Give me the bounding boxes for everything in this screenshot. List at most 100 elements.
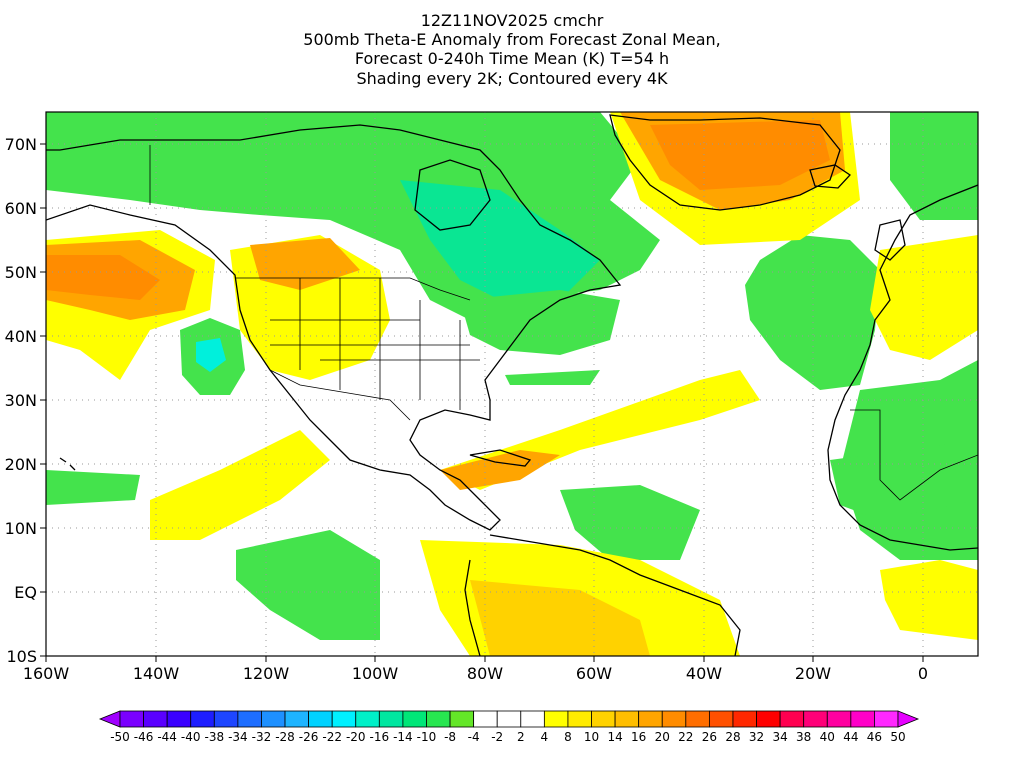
lat-label-10s: 10S xyxy=(6,647,37,666)
colorbar-swatch xyxy=(449,710,475,728)
title-line-2: 500mb Theta-E Anomaly from Forecast Zona… xyxy=(303,30,721,49)
colorbar-swatch xyxy=(355,710,380,728)
shade-green-west-pacific xyxy=(46,470,140,505)
colorbar-swatch xyxy=(237,710,262,728)
colorbar-tick-label: 10 xyxy=(584,730,599,744)
lat-lon-grid xyxy=(46,112,978,656)
shade-darkorange-greenland xyxy=(650,120,830,190)
colorbar-swatch xyxy=(496,710,522,728)
colorbar-tick-label: -32 xyxy=(252,730,272,744)
title-line-4: Shading every 2K; Contoured every 4K xyxy=(356,69,668,88)
colorbar-tick-label: -38 xyxy=(204,730,224,744)
lon-label-20w: 20W xyxy=(795,664,831,683)
lat-label-30n: 30N xyxy=(5,391,37,410)
colorbar-tick-label: -2 xyxy=(491,730,503,744)
colorbar-swatch xyxy=(779,710,805,728)
lon-label-120w: 120W xyxy=(243,664,290,683)
colorbar-tick-label: 50 xyxy=(890,730,905,744)
shade-green-tropical-pacific xyxy=(236,530,380,640)
lat-label-60n: 60N xyxy=(5,199,37,218)
colorbar-tick-label: -50 xyxy=(110,730,130,744)
colorbar-swatch xyxy=(473,710,498,728)
europe-africa-coast xyxy=(827,184,978,551)
lat-label-50n: 50N xyxy=(5,263,37,282)
shade-green-gulf xyxy=(505,370,600,385)
colorbar-swatch xyxy=(850,710,875,728)
shade-orange-western-us xyxy=(250,238,360,290)
colorbar-tick-label: -40 xyxy=(181,730,201,744)
shade-green-east-coast xyxy=(460,290,620,355)
colorbar-swatch xyxy=(308,710,333,728)
colorbar-tick-label: 40 xyxy=(820,730,835,744)
lat-labels: 70N 60N 50N 40N 30N 20N 10N EQ 10S xyxy=(5,135,37,666)
colorbar-arrow-right xyxy=(897,710,920,728)
lon-label-140w: 140W xyxy=(133,664,180,683)
colorbar-swatch xyxy=(378,710,404,728)
colorbar-tick-label: -34 xyxy=(228,730,248,744)
shade-gold-south-america xyxy=(470,580,650,656)
colorbar-swatch xyxy=(874,710,899,728)
colorbar-labels: -50 -46 -44 -40 -38 -34 -32 -28 -26 -22 -20 -16 -14-… xyxy=(110,730,905,744)
colorbar-tick-label: -14 xyxy=(393,730,413,744)
colorbar-tick-label: 44 xyxy=(843,730,858,744)
colorbar-swatch xyxy=(166,710,192,728)
greenland-coast xyxy=(609,114,841,211)
hudson-bay-coast xyxy=(414,159,491,231)
colorbar-tick-label: -46 xyxy=(134,730,154,744)
colorbar-tick-label: 16 xyxy=(631,730,646,744)
lat-label-40n: 40N xyxy=(5,327,37,346)
colorbar-tick-label: -28 xyxy=(275,730,295,744)
coastlines xyxy=(46,114,978,656)
cuba-coast xyxy=(469,449,532,467)
south-america-coast xyxy=(464,534,741,656)
lon-label-60w: 60W xyxy=(576,664,612,683)
colorbar-swatch xyxy=(826,710,852,728)
colorbar-swatch xyxy=(661,710,687,728)
colorbar-tick-label: 2 xyxy=(517,730,525,744)
lat-label-70n: 70N xyxy=(5,135,37,154)
colorbar-arrow-left xyxy=(98,710,121,728)
shade-green-tropical-atlantic xyxy=(560,485,700,560)
shade-yellow-tropical-east-pacific xyxy=(150,430,330,540)
lat-label-20n: 20N xyxy=(5,455,37,474)
colorbar-swatch xyxy=(543,710,569,728)
colorbar-tick-label: 34 xyxy=(772,730,787,744)
colorbar-tick-label: 38 xyxy=(796,730,811,744)
colorbar-tick-label: -20 xyxy=(346,730,366,744)
colorbar-swatch xyxy=(190,710,215,728)
colorbar-swatch xyxy=(708,710,734,728)
colorbar-swatch xyxy=(756,710,781,728)
shade-cyan-pacific-core xyxy=(196,338,226,372)
colorbar-swatch xyxy=(591,710,616,728)
shade-yellow-west-africa xyxy=(880,560,978,640)
lat-label-10n: 10N xyxy=(5,519,37,538)
colorbar-tick-label: -8 xyxy=(444,730,456,744)
colorbar-tick-label: 14 xyxy=(607,730,622,744)
lon-labels: 160W 140W 120W 100W 80W 60W 40W 20W 0 xyxy=(23,664,928,683)
colorbar-swatch xyxy=(567,710,592,728)
colorbar-tick-label: 28 xyxy=(725,730,740,744)
title-line-1: 12Z11NOV2025 cmchr xyxy=(420,11,604,30)
political-boundaries xyxy=(149,145,978,501)
colorbar-tick-label: -44 xyxy=(157,730,177,744)
colorbar-swatch xyxy=(426,710,451,728)
colorbar-tick-label: 26 xyxy=(702,730,717,744)
shade-yellow-europe xyxy=(870,235,978,360)
british-isles-coast xyxy=(874,219,906,261)
colorbar-swatch xyxy=(402,710,427,728)
colorbar-swatch xyxy=(143,710,168,728)
north-america-coast xyxy=(46,124,622,531)
colorbar-tick-label: 32 xyxy=(749,730,764,744)
colorbar-swatch xyxy=(685,710,710,728)
colorbar-swatch xyxy=(284,710,310,728)
lon-label-160w: 160W xyxy=(23,664,70,683)
lon-label-0: 0 xyxy=(918,664,928,683)
colorbar-tick-label: -26 xyxy=(299,730,319,744)
iceland-coast xyxy=(809,164,851,189)
colorbar-swatch xyxy=(261,710,286,728)
colorbar-tick-label: 8 xyxy=(564,730,572,744)
colorbar-tick-label: 4 xyxy=(541,730,549,744)
colorbar-tick-label: -10 xyxy=(417,730,437,744)
tick-marks xyxy=(40,143,924,662)
